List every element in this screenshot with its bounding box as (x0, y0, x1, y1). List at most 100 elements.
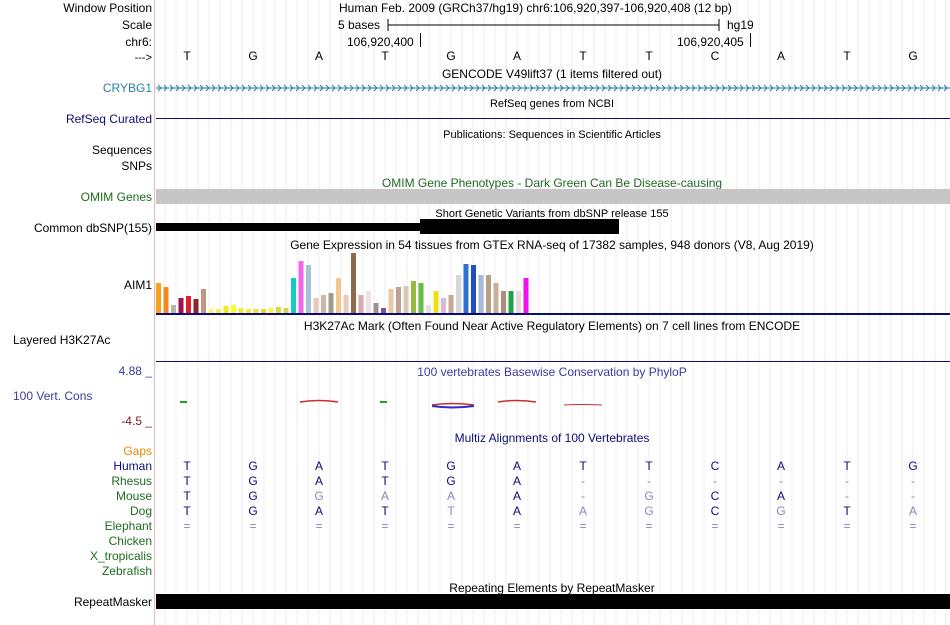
gtex-tissue-bar (321, 295, 326, 313)
gencode-strand-chevron (193, 84, 198, 92)
gencode-strand-chevron (361, 84, 366, 92)
multiz-aligned-base: - (581, 474, 585, 488)
gencode-strand-chevron (223, 84, 228, 92)
gencode-strand-chevron (367, 84, 372, 92)
gencode-strand-chevron (625, 84, 630, 92)
gtex-tissue-bar (223, 306, 229, 313)
gencode-strand-chevron (427, 84, 432, 92)
h3k27ac-label[interactable]: Layered H3K27Ac (13, 333, 111, 347)
gencode-strand-chevron (343, 84, 348, 92)
dbsnp-variant-bar-left[interactable] (156, 223, 420, 231)
gencode-strand-chevron (199, 84, 204, 92)
gencode-strand-chevron (853, 84, 858, 92)
dbsnp-track-title: Short Genetic Variants from dbSNP releas… (435, 208, 669, 220)
gtex-tissue-bar (186, 296, 191, 313)
publications-sequences-label[interactable]: Sequences (91, 143, 152, 157)
gencode-strand-chevron (205, 84, 210, 92)
gencode-strand-chevron (877, 84, 882, 92)
repeatmasker-label[interactable]: RepeatMasker (73, 595, 152, 609)
omim-label[interactable]: OMIM Genes (80, 190, 152, 204)
gencode-strand-chevron (511, 84, 516, 92)
phylop-track-title: 100 vertebrates Basewise Conservation by… (417, 365, 687, 379)
multiz-species-label[interactable]: X_tropicalis (89, 549, 152, 563)
gtex-tissue-bar (298, 261, 304, 313)
gencode-strand-chevron (721, 84, 726, 92)
gencode-strand-chevron (403, 84, 408, 92)
multiz-species-label[interactable]: Human (113, 459, 152, 473)
gencode-strand-chevron (457, 84, 462, 92)
multiz-aligned-base: A (446, 489, 455, 503)
repeatmasker-element-bar[interactable] (156, 594, 950, 609)
dbsnp-variant-bar-right[interactable] (420, 219, 619, 234)
gencode-strand-chevron (907, 84, 912, 92)
multiz-gaps-label[interactable]: Gaps (123, 444, 152, 458)
gtex-tissue-bar (456, 275, 461, 313)
gencode-strand-chevron (397, 84, 402, 92)
publications-track-title: Publications: Sequences in Scientific Ar… (443, 129, 661, 141)
multiz-aligned-base: C (710, 459, 720, 473)
gtex-gene-label[interactable]: AIM1 (123, 278, 152, 292)
multiz-species-label[interactable]: Zebrafish (101, 564, 152, 578)
gencode-strand-chevron (757, 84, 762, 92)
gencode-strand-chevron (391, 84, 396, 92)
phylop-max-label: 4.88 _ (118, 364, 152, 378)
gencode-strand-chevron (349, 84, 354, 92)
coord-left-tick (420, 33, 421, 47)
gtex-tissue-bar (216, 309, 221, 313)
multiz-species-label[interactable]: Chicken (108, 534, 152, 548)
gencode-strand-chevron (895, 84, 900, 92)
gencode-strand-chevron (919, 84, 924, 92)
multiz-species-label[interactable]: Rhesus (111, 474, 152, 488)
gtex-expression-bars[interactable] (156, 252, 536, 314)
gencode-strand-chevron (769, 84, 774, 92)
gencode-strand-chevron (847, 84, 852, 92)
gencode-strand-chevron (175, 84, 180, 92)
gencode-strand-chevron (325, 84, 330, 92)
refseq-gene-line[interactable] (156, 118, 950, 119)
multiz-species-label[interactable]: Elephant (104, 519, 152, 533)
gencode-strand-chevron (283, 84, 288, 92)
gencode-strand-chevron (481, 84, 486, 92)
multiz-aligned-base: G (644, 504, 654, 518)
gencode-strand-chevron (733, 84, 738, 92)
base-letter: T (183, 49, 191, 63)
multiz-aligned-base: G (644, 489, 654, 503)
gtex-tissue-bar (231, 305, 236, 313)
gencode-strand-chevron (463, 84, 468, 92)
multiz-aligned-base: T (579, 459, 587, 473)
gencode-strand-chevron (253, 84, 258, 92)
multiz-aligned-base: T (447, 504, 455, 518)
refseq-label[interactable]: RefSeq Curated (65, 112, 152, 126)
gtex-tissue-bar (501, 291, 506, 313)
gencode-strand-chevron (667, 84, 672, 92)
omim-gene-bar[interactable] (156, 189, 950, 204)
scale-bar (387, 19, 720, 31)
gencode-strand-chevron (373, 84, 378, 92)
gtex-tissue-bar (411, 281, 416, 313)
gtex-tissue-bar (403, 286, 409, 313)
gencode-gene-feature[interactable] (156, 82, 950, 94)
gtex-tissue-bar (493, 283, 499, 313)
dbsnp-label[interactable]: Common dbSNP(155) (33, 221, 152, 235)
multiz-aligned-base: T (381, 459, 389, 473)
gencode-strand-chevron (775, 84, 780, 92)
multiz-species-label[interactable]: Mouse (115, 489, 152, 503)
gencode-strand-chevron (787, 84, 792, 92)
publications-snps-label[interactable]: SNPs (121, 159, 152, 173)
gencode-strand-chevron (241, 84, 246, 92)
gencode-strand-chevron (295, 84, 300, 92)
multiz-aligned-base: A (512, 504, 521, 518)
multiz-species-label[interactable]: Dog (129, 504, 152, 518)
gtex-tissue-bar (246, 309, 251, 313)
coord-left: 106,920,400 (347, 35, 414, 49)
gencode-strand-chevron (583, 84, 588, 92)
gencode-strand-chevron (613, 84, 618, 92)
multiz-aligned-base: = (645, 519, 653, 533)
multiz-aligned-base: T (381, 474, 389, 488)
phylop-label[interactable]: 100 Vert. Cons (13, 389, 93, 403)
gencode-gene-label[interactable]: CRYBG1 (102, 81, 152, 95)
gtex-tissue-bar (441, 298, 446, 313)
gencode-strand-chevron (745, 84, 750, 92)
phylop-conservation-plot[interactable] (156, 396, 950, 412)
gtex-tissue-bar (208, 309, 214, 313)
